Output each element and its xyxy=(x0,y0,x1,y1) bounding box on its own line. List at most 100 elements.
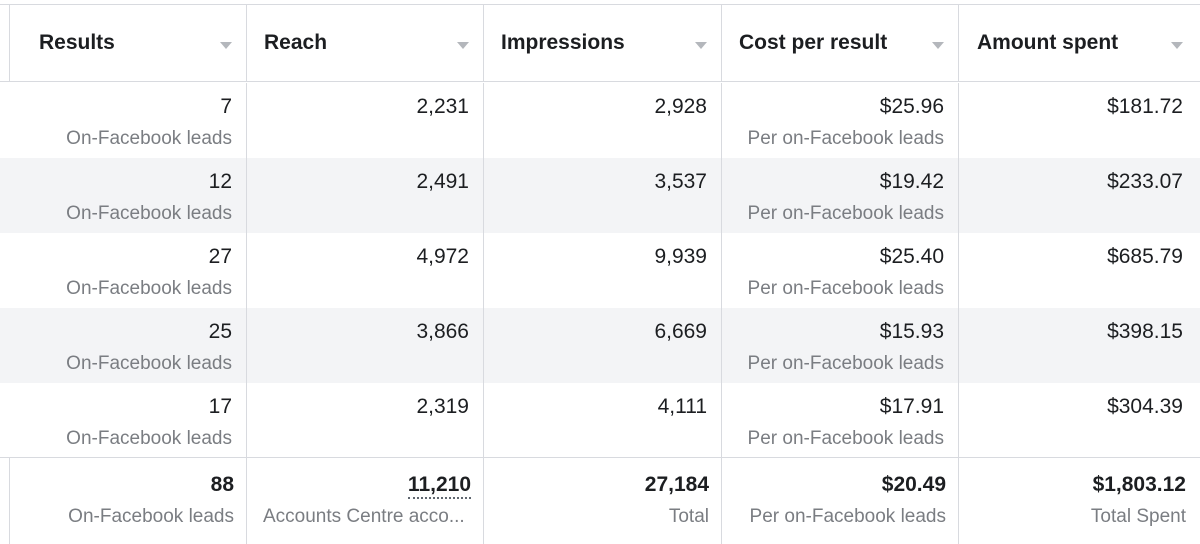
column-header-label: Amount spent xyxy=(977,31,1119,54)
total-amount-spent-value: $1,803.12 xyxy=(1092,473,1186,496)
totals-spacer xyxy=(0,458,10,544)
reach-cell: 2,319 xyxy=(247,383,484,458)
caret-down-icon[interactable] xyxy=(695,42,707,49)
total-cost-per-result-label: Per on-Facebook leads xyxy=(749,506,946,527)
total-results-value: 88 xyxy=(210,473,234,496)
cost-per-result-label: Per on-Facebook leads xyxy=(747,278,944,299)
cost-per-result-cell: $19.42 Per on-Facebook leads xyxy=(722,158,959,233)
results-cell: 27 On-Facebook leads xyxy=(10,233,247,308)
amount-spent-value: $181.72 xyxy=(1107,95,1183,118)
reach-value: 3,866 xyxy=(416,320,469,343)
impressions-cell: 2,928 xyxy=(484,83,722,158)
cost-per-result-value: $25.96 xyxy=(879,95,944,118)
cost-per-result-value: $19.42 xyxy=(879,170,944,193)
table-row[interactable]: 17 On-Facebook leads 2,319 4,111 $17.91 … xyxy=(0,383,1200,458)
cost-per-result-cell: $15.93 Per on-Facebook leads xyxy=(722,308,959,383)
results-value: 17 xyxy=(208,395,232,418)
total-impressions-label: Total xyxy=(668,506,709,527)
amount-spent-value: $233.07 xyxy=(1107,170,1183,193)
reach-cell: 3,866 xyxy=(247,308,484,383)
amount-spent-cell: $398.15 xyxy=(959,308,1200,383)
total-cost-per-result-value: $20.49 xyxy=(881,473,946,496)
reach-value: 2,231 xyxy=(416,95,469,118)
cost-per-result-cell: $25.96 Per on-Facebook leads xyxy=(722,83,959,158)
cost-per-result-cell: $25.40 Per on-Facebook leads xyxy=(722,233,959,308)
reach-value: 2,491 xyxy=(416,170,469,193)
cost-per-result-label: Per on-Facebook leads xyxy=(747,428,944,449)
amount-spent-value: $304.39 xyxy=(1107,395,1183,418)
impressions-value: 6,669 xyxy=(654,320,707,343)
column-header-reach[interactable]: Reach xyxy=(247,5,484,81)
amount-spent-cell: $181.72 xyxy=(959,83,1200,158)
cost-per-result-cell: $17.91 Per on-Facebook leads xyxy=(722,383,959,458)
impressions-value: 9,939 xyxy=(654,245,707,268)
cost-per-result-value: $17.91 xyxy=(879,395,944,418)
total-results-label: On-Facebook leads xyxy=(68,506,234,527)
results-type-label: On-Facebook leads xyxy=(66,203,232,224)
results-value: 25 xyxy=(208,320,232,343)
total-impressions-value: 27,184 xyxy=(644,473,709,496)
amount-spent-value: $398.15 xyxy=(1107,320,1183,343)
cost-per-result-value: $15.93 xyxy=(879,320,944,343)
total-impressions-cell: 27,184 Total xyxy=(484,458,722,544)
caret-down-icon[interactable] xyxy=(457,42,469,49)
column-header-results[interactable]: Results xyxy=(10,5,247,81)
cost-per-result-label: Per on-Facebook leads xyxy=(747,128,944,149)
results-type-label: On-Facebook leads xyxy=(66,353,232,374)
amount-spent-value: $685.79 xyxy=(1107,245,1183,268)
impressions-value: 3,537 xyxy=(654,170,707,193)
results-cell: 25 On-Facebook leads xyxy=(10,308,247,383)
table-row[interactable]: 25 On-Facebook leads 3,866 6,669 $15.93 … xyxy=(0,308,1200,383)
impressions-value: 4,111 xyxy=(657,395,707,418)
impressions-value: 2,928 xyxy=(654,95,707,118)
total-results-cell: 88 On-Facebook leads xyxy=(10,458,247,544)
results-cell: 17 On-Facebook leads xyxy=(10,383,247,458)
reach-cell: 2,491 xyxy=(247,158,484,233)
results-cell: 12 On-Facebook leads xyxy=(10,158,247,233)
reach-value: 4,972 xyxy=(416,245,469,268)
results-cell: 7 On-Facebook leads xyxy=(10,83,247,158)
total-reach-value[interactable]: 11,210 xyxy=(407,473,471,499)
column-header-label: Reach xyxy=(264,31,328,54)
amount-spent-cell: $304.39 xyxy=(959,383,1200,458)
column-header-spacer xyxy=(0,5,10,81)
results-type-label: On-Facebook leads xyxy=(66,278,232,299)
column-header-cost-per-result[interactable]: Cost per result xyxy=(722,5,959,81)
amount-spent-cell: $685.79 xyxy=(959,233,1200,308)
table-row[interactable]: 27 On-Facebook leads 4,972 9,939 $25.40 … xyxy=(0,233,1200,308)
column-header-label: Results xyxy=(39,31,115,54)
results-value: 27 xyxy=(208,245,232,268)
cost-per-result-value: $25.40 xyxy=(879,245,944,268)
impressions-cell: 9,939 xyxy=(484,233,722,308)
reach-cell: 2,231 xyxy=(247,83,484,158)
impressions-cell: 3,537 xyxy=(484,158,722,233)
column-header-impressions[interactable]: Impressions xyxy=(484,5,722,81)
table-header: Results Reach Impressions Cost per resul… xyxy=(0,4,1200,82)
impressions-cell: 6,669 xyxy=(484,308,722,383)
totals-divider xyxy=(0,457,1200,458)
cost-per-result-label: Per on-Facebook leads xyxy=(747,353,944,374)
column-header-label: Impressions xyxy=(501,31,625,54)
impressions-cell: 4,111 xyxy=(484,383,722,458)
reach-value: 2,319 xyxy=(416,395,469,418)
total-amount-spent-cell: $1,803.12 Total Spent xyxy=(959,458,1200,544)
caret-down-icon[interactable] xyxy=(1171,42,1183,49)
amount-spent-cell: $233.07 xyxy=(959,158,1200,233)
total-cost-per-result-cell: $20.49 Per on-Facebook leads xyxy=(722,458,959,544)
cost-per-result-label: Per on-Facebook leads xyxy=(747,203,944,224)
reach-cell: 4,972 xyxy=(247,233,484,308)
total-reach-label: Accounts Centre acco... xyxy=(263,506,465,527)
results-value: 7 xyxy=(220,95,232,118)
caret-down-icon[interactable] xyxy=(220,42,232,49)
column-header-label: Cost per result xyxy=(739,31,888,54)
total-amount-spent-label: Total Spent xyxy=(1090,506,1186,527)
results-type-label: On-Facebook leads xyxy=(66,128,232,149)
caret-down-icon[interactable] xyxy=(932,42,944,49)
table-row[interactable]: 7 On-Facebook leads 2,231 2,928 $25.96 P… xyxy=(0,83,1200,158)
column-header-amount-spent[interactable]: Amount spent xyxy=(959,5,1200,81)
table-row[interactable]: 12 On-Facebook leads 2,491 3,537 $19.42 … xyxy=(0,158,1200,233)
results-value: 12 xyxy=(208,170,232,193)
results-type-label: On-Facebook leads xyxy=(66,428,232,449)
total-reach-cell: 11,210 Accounts Centre acco... xyxy=(247,458,484,544)
